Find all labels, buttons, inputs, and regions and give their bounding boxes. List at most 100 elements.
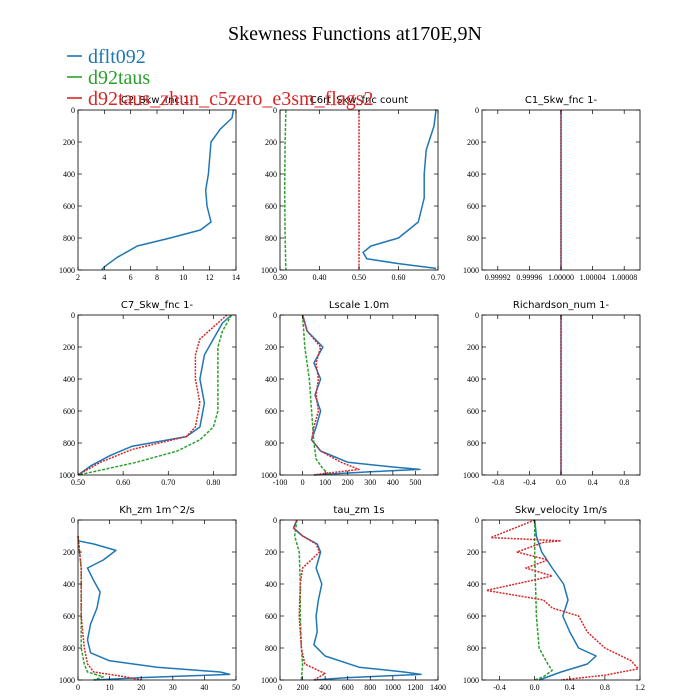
y-tick-label: 1000 [59, 266, 75, 275]
x-tick-label: 0 [301, 478, 305, 487]
panel-title: tau_zm 1s [333, 505, 384, 516]
x-tick-label: 0.70 [431, 273, 445, 282]
x-tick-label: 6 [129, 273, 133, 282]
panel-title: Skw_velocity 1m/s [515, 505, 607, 516]
x-tick-label: 50 [232, 683, 240, 692]
x-tick-label: 1200 [407, 683, 423, 692]
y-tick-label: 200 [467, 138, 479, 147]
panel-grid: C2_Skw_fnc 1-2 4 6 8 10 12 1402004006008001000… [59, 95, 645, 692]
y-tick-label: 0 [71, 106, 75, 115]
x-tick-label: 1.00004 [580, 273, 606, 282]
x-tick-label: 600 [342, 683, 354, 692]
y-tick-label: 0 [273, 516, 277, 525]
panel-title: Lscale 1.0m [329, 300, 389, 311]
series-line [362, 109, 437, 270]
series-line [533, 519, 597, 681]
panel-4: C7_Skw_fnc 1- 0.50 0.60 0.70 0.80 0 200 400 600 8… [59, 300, 237, 487]
series-line [293, 519, 304, 681]
panel-6: Richardson_num 1- -0.8 -0.4 0.0 0.4 0.8 0 200 40… [463, 300, 641, 487]
y-tick-label: 0 [273, 311, 277, 320]
x-tick-label: 0.70 [161, 478, 175, 487]
y-tick-label: 400 [467, 170, 479, 179]
panel-8: tau_zm 1s 0 200 400 600 800 1000 1200 1400 0 200 40… [261, 505, 446, 692]
y-tick-label: 600 [63, 202, 75, 211]
x-tick-label: 0 [278, 683, 282, 692]
panel-title: Kh_zm 1m^2/s [119, 505, 195, 516]
legend-label: d92taus [88, 67, 150, 89]
legend-entry-d92taus-zhun: d92taus_zhun_c5zero_e3sm_flags2 [67, 88, 373, 110]
plot-frame [77, 519, 237, 681]
y-tick-label: 400 [63, 375, 75, 384]
x-tick-label: 20 [137, 683, 145, 692]
y-tick-label: 200 [63, 548, 75, 557]
x-tick-label: 10 [179, 273, 187, 282]
x-tick-label: 2 [76, 273, 80, 282]
series-line [101, 109, 235, 271]
y-tick-label: 800 [63, 234, 75, 243]
plot-frame [279, 519, 439, 681]
y-tick-label: 0 [71, 516, 75, 525]
y-tick-label: 1000 [261, 266, 277, 275]
y-tick-label: 800 [467, 644, 479, 653]
y-tick-label: 800 [265, 234, 277, 243]
y-tick-label: 0 [273, 106, 277, 115]
panel-title: C2_Skw_fnc 1- [121, 95, 194, 106]
legend-label: dflt092 [88, 46, 146, 68]
x-tick-label: -0.8 [491, 478, 504, 487]
series-line [485, 519, 639, 681]
y-tick-label: 600 [467, 612, 479, 621]
x-tick-label: 4 [102, 273, 106, 282]
y-tick-label: 200 [467, 343, 479, 352]
y-tick-label: 800 [265, 644, 277, 653]
y-tick-label: 600 [265, 612, 277, 621]
x-tick-label: 200 [342, 478, 354, 487]
panel-9: Skw_velocity 1m/s -0.4 0.0 0.4 0.8 1.2 0 200 400… [463, 505, 645, 692]
series-line [292, 519, 326, 681]
y-tick-label: 600 [63, 612, 75, 621]
legend-entry-dflt092: dflt092 [67, 46, 146, 68]
x-tick-label: 0.99996 [516, 273, 542, 282]
x-tick-label: 8 [155, 273, 159, 282]
x-tick-label: 100 [319, 478, 331, 487]
y-tick-label: 200 [265, 343, 277, 352]
y-tick-label: 400 [265, 375, 277, 384]
x-tick-label: 0.4 [565, 683, 575, 692]
y-tick-label: 200 [467, 548, 479, 557]
x-tick-label: 12 [206, 273, 214, 282]
series-line [301, 314, 421, 476]
x-tick-label: 400 [319, 683, 331, 692]
x-tick-label: 0.0 [530, 683, 540, 692]
series-line [77, 314, 228, 476]
series-line [533, 520, 553, 681]
x-tick-label: 300 [364, 478, 376, 487]
x-tick-label: 500 [409, 478, 421, 487]
x-tick-label: 0.60 [116, 478, 130, 487]
series-line [77, 535, 142, 681]
x-tick-label: 1400 [430, 683, 446, 692]
y-tick-label: 600 [63, 407, 75, 416]
series-line [283, 109, 287, 271]
y-tick-label: 0 [475, 516, 479, 525]
x-tick-label: 0.99992 [485, 273, 511, 282]
figure-title: Skewness Functions at170E,9N [228, 23, 482, 45]
y-tick-label: 200 [63, 343, 75, 352]
legend: dflt092 d92taus d92taus_zhun_c5zero_e3sm… [67, 46, 373, 110]
panel-title: C7_Skw_fnc 1- [121, 300, 194, 311]
x-tick-label: 0.60 [392, 273, 406, 282]
plot-frame [77, 314, 237, 476]
panel-title: C1_Skw_fnc 1- [525, 95, 598, 106]
y-tick-label: 1000 [463, 266, 479, 275]
y-tick-label: 600 [467, 407, 479, 416]
panel-title: Richardson_num 1- [513, 300, 610, 311]
y-tick-label: 0 [71, 311, 75, 320]
y-tick-label: 400 [63, 580, 75, 589]
y-tick-label: 1000 [59, 676, 75, 685]
y-tick-label: 200 [265, 138, 277, 147]
y-tick-label: 400 [467, 375, 479, 384]
y-tick-label: 800 [63, 439, 75, 448]
y-tick-label: 400 [467, 580, 479, 589]
legend-label: d92taus_zhun_c5zero_e3sm_flags2 [88, 88, 373, 110]
y-tick-label: 200 [63, 138, 75, 147]
y-tick-label: 400 [265, 580, 277, 589]
